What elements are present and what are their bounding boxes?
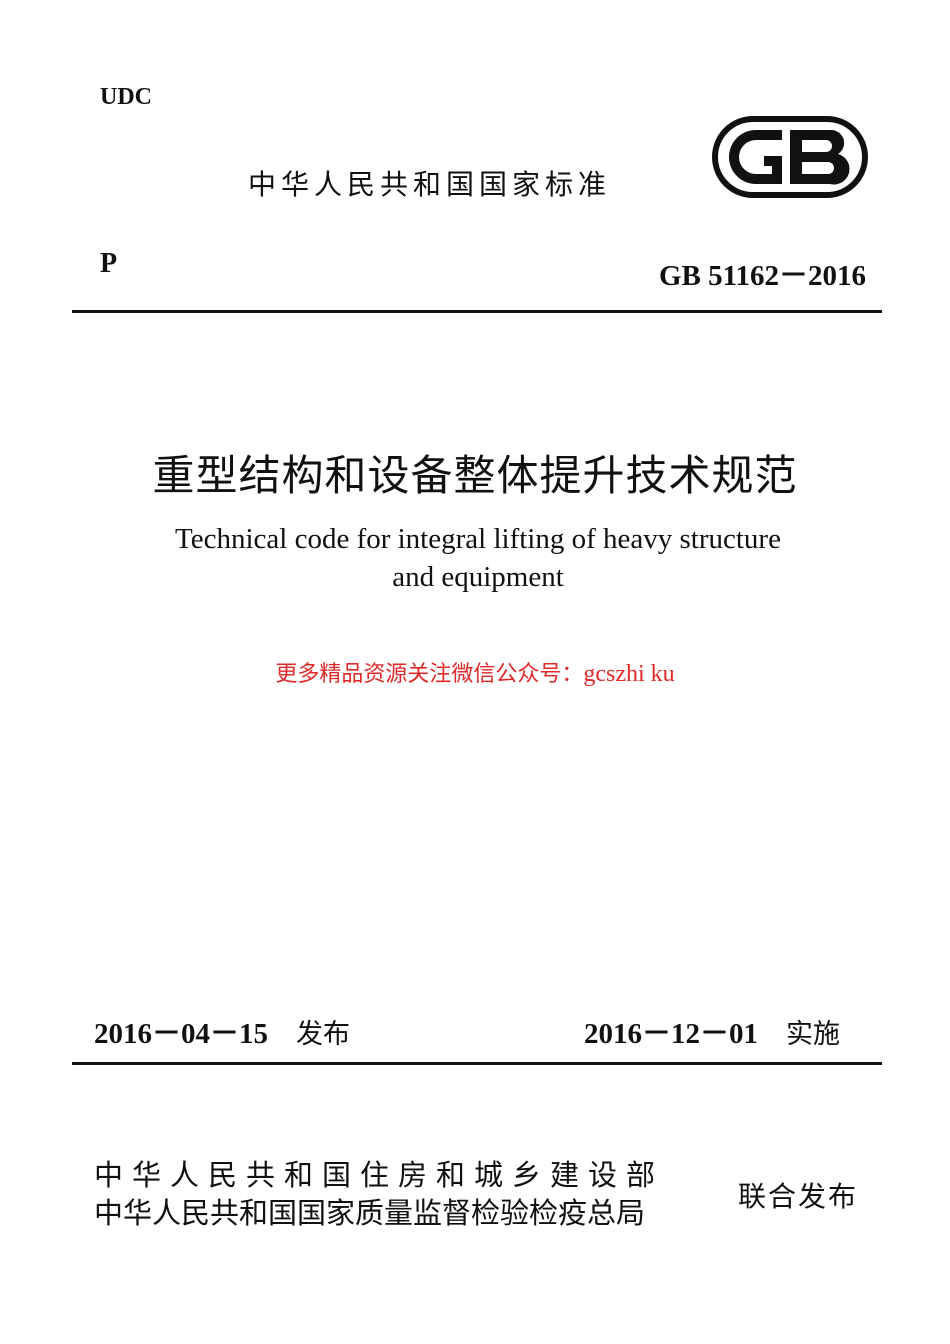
gb-logo <box>712 116 868 198</box>
effective-date-block: 2016－12－01 实施 <box>584 1010 840 1052</box>
issuer-1: 中华人民共和国住房和城乡建设部 <box>94 1158 665 1192</box>
promo-text: 更多精品资源关注微信公众号： <box>275 662 584 687</box>
promo-watermark: 更多精品资源关注微信公众号：gcszhi ku <box>0 656 950 688</box>
issue-date-block: 2016－04－15 发布 <box>94 1010 350 1052</box>
title-english-line2: and equipment <box>392 561 564 593</box>
standard-code: GB 51162－2016 <box>658 260 866 292</box>
effective-date: 2016－12－01 <box>584 1018 759 1050</box>
udc-label: UDC <box>100 84 152 110</box>
top-divider <box>72 310 882 313</box>
issuers: 中华人民共和国住房和城乡建设部 中华人民共和国国家质量监督检验检疫总局 <box>94 1156 664 1232</box>
issuer-2: 中华人民共和国国家质量监督检验检疫总局 <box>94 1196 646 1230</box>
issue-date: 2016－04－15 <box>94 1018 269 1050</box>
bottom-divider <box>72 1062 882 1065</box>
effective-label: 实施 <box>786 1019 841 1050</box>
title-english: Technical code for integral lifting of h… <box>0 520 950 596</box>
promo-account: gcszhi ku <box>583 661 675 687</box>
standard-type: 中华人民共和国国家标准 <box>248 168 612 201</box>
issue-label: 发布 <box>296 1019 351 1050</box>
joint-issue-label: 联合发布 <box>738 1180 859 1213</box>
category-label: P <box>100 248 118 279</box>
title-english-line1: Technical code for integral lifting of h… <box>175 523 781 555</box>
title-chinese: 重型结构和设备整体提升技术规范 <box>152 451 798 500</box>
